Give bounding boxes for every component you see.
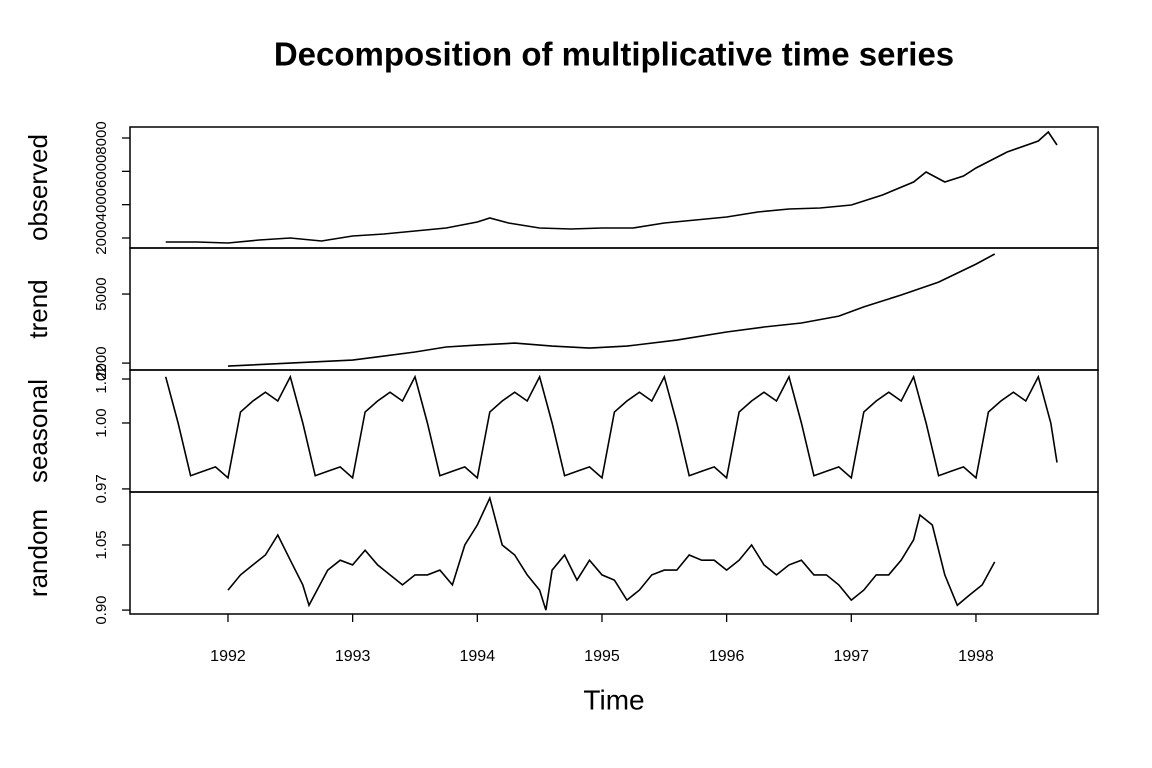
y-tick-label: 1.00 xyxy=(93,408,110,437)
x-tick-label: 1993 xyxy=(335,648,371,665)
y-tick-label: 0.97 xyxy=(93,474,110,503)
x-tick-label: 1995 xyxy=(584,648,620,665)
x-tick-label: 1996 xyxy=(709,648,745,665)
panel-frame xyxy=(129,126,1099,249)
y-tick-label: 2000 xyxy=(93,346,110,379)
x-tick-label: 1998 xyxy=(958,648,994,665)
panel-frame xyxy=(129,369,1099,493)
series-line xyxy=(164,374,1058,480)
y-tick-label: 4000 xyxy=(93,188,110,221)
y-tick-label: 6000 xyxy=(93,155,110,188)
series-line xyxy=(165,130,1058,244)
y-tick-label: 2000 xyxy=(93,221,110,254)
y-tick-label: 8000 xyxy=(93,121,110,154)
x-tick-label: 1992 xyxy=(210,648,246,665)
x-tick-label: 1994 xyxy=(460,648,496,665)
panel-frame xyxy=(129,491,1099,615)
y-tick-label: 0.90 xyxy=(93,595,110,624)
y-axis-label: seasonal xyxy=(23,379,53,483)
series-line xyxy=(227,495,996,611)
x-axis-label: Time xyxy=(583,684,644,715)
y-tick-label: 5000 xyxy=(93,277,110,310)
y-tick-label: 1.05 xyxy=(93,530,110,559)
panel-frame xyxy=(129,247,1099,371)
y-axis-label: observed xyxy=(23,134,53,241)
y-axis-label: trend xyxy=(23,279,53,338)
y-axis-label: random xyxy=(23,509,53,597)
x-tick-label: 1997 xyxy=(833,648,869,665)
y-tick-label: 1.02 xyxy=(93,364,110,393)
series-line xyxy=(227,253,996,367)
chart-title: Decomposition of multiplicative time ser… xyxy=(274,36,954,73)
